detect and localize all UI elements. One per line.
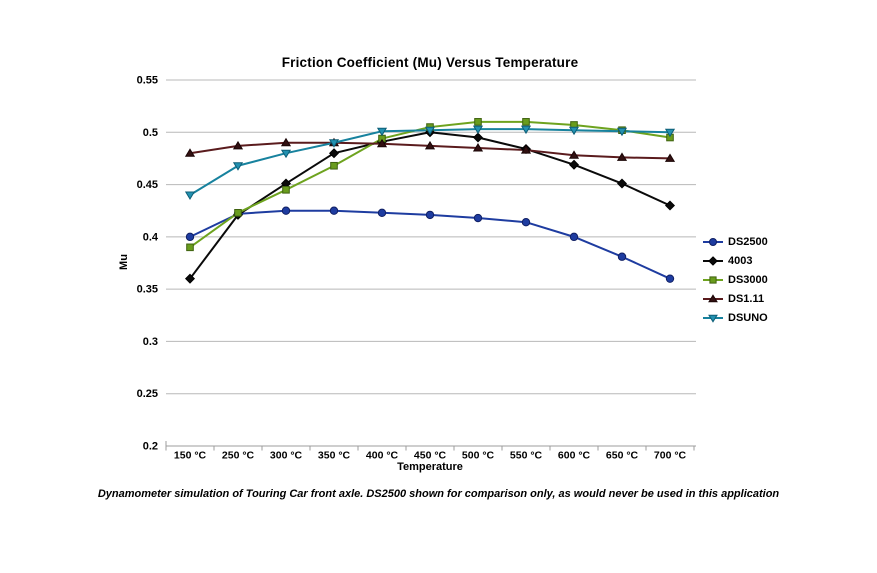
series-line-DSUNO <box>189 128 671 197</box>
marker-DS1.11 <box>472 142 484 152</box>
x-tick-label: 400 °C <box>366 450 399 462</box>
marker-DS1.11 <box>568 150 580 159</box>
chart-caption: Dynamometer simulation of Touring Car fr… <box>97 488 780 500</box>
marker-4003 <box>328 148 340 159</box>
marker-DSUNO <box>376 127 388 137</box>
legend-swatch-circle-icon <box>703 237 723 246</box>
legend-item-DS3000: DS3000 <box>703 270 768 289</box>
marker-DS1.11 <box>232 140 244 150</box>
y-axis-title: Mu <box>118 254 130 270</box>
marker-DSUNO <box>280 149 292 159</box>
marker-DS1.11 <box>520 145 532 154</box>
legend-item-4003: 4003 <box>703 251 768 270</box>
marker-DS2500 <box>569 232 579 242</box>
y-tick-label: 0.45 <box>137 179 158 191</box>
marker-DS2500 <box>185 232 195 242</box>
series-line-4003 <box>189 131 671 280</box>
y-tick-label: 0.2 <box>143 441 158 453</box>
x-tick-label: 450 °C <box>414 450 447 462</box>
chart-title: Friction Coefficient (Mu) Versus Tempera… <box>281 55 579 70</box>
marker-DS3000 <box>234 209 242 217</box>
marker-DS2500 <box>665 274 675 283</box>
marker-DS3000 <box>186 243 194 252</box>
legend-label: DS2500 <box>728 235 768 248</box>
marker-DS1.11 <box>184 148 196 157</box>
marker-DS2500 <box>377 208 387 218</box>
x-tick-label: 550 °C <box>510 450 543 462</box>
marker-DSUNO <box>568 126 580 136</box>
x-tick-label: 300 °C <box>270 450 303 462</box>
legend-item-DSUNO: DSUNO <box>703 308 768 327</box>
marker-DS2500 <box>521 218 531 227</box>
x-axis-title: Temperature <box>397 461 463 473</box>
legend-label: DS3000 <box>728 273 768 286</box>
x-tick-label: 700 °C <box>654 450 687 462</box>
legend-swatch-diamond-icon <box>703 255 723 266</box>
marker-DSUNO <box>232 162 244 171</box>
marker-DSUNO <box>328 139 340 148</box>
marker-DS1.11 <box>616 152 628 161</box>
legend-item-DS1.11: DS1.11 <box>703 289 768 308</box>
marker-DS1.11 <box>424 140 436 150</box>
legend-swatch-triangle-up-icon <box>703 293 723 302</box>
marker-DS1.11 <box>280 137 292 147</box>
marker-DSUNO <box>424 126 436 136</box>
legend-label: 4003 <box>728 254 753 267</box>
marker-DSUNO <box>616 127 628 137</box>
legend-label: DSUNO <box>728 311 768 324</box>
y-tick-label: 0.4 <box>143 231 159 243</box>
y-tick-label: 0.25 <box>137 388 158 400</box>
marker-DSUNO <box>184 191 196 201</box>
legend-swatch-triangle-down-icon <box>703 314 723 323</box>
marker-DS1.11 <box>664 153 676 162</box>
marker-DSUNO <box>472 125 484 135</box>
series-line-DS2500 <box>189 209 671 280</box>
legend-item-DS2500: DS2500 <box>703 232 768 251</box>
x-tick-label: 600 °C <box>558 450 591 462</box>
marker-DS2500 <box>617 252 627 261</box>
y-tick-label: 0.5 <box>143 127 158 139</box>
marker-DS3000 <box>522 118 530 126</box>
marker-DS2500 <box>281 206 291 215</box>
x-tick-label: 350 °C <box>318 450 351 462</box>
y-tick-label: 0.35 <box>137 284 158 296</box>
marker-DSUNO <box>520 125 532 135</box>
x-tick-label: 150 °C <box>174 450 207 462</box>
marker-DS2500 <box>329 206 339 215</box>
marker-DS3000 <box>282 186 290 194</box>
legend-swatch-square-icon <box>703 275 723 284</box>
marker-4003 <box>616 178 628 189</box>
marker-DS2500 <box>473 213 483 223</box>
x-tick-label: 500 °C <box>462 450 495 462</box>
marker-4003 <box>664 200 676 211</box>
marker-DS2500 <box>425 210 435 220</box>
marker-4003 <box>184 273 196 284</box>
marker-DS3000 <box>330 161 338 170</box>
x-tick-label: 250 °C <box>222 450 255 462</box>
marker-DSUNO <box>664 128 676 138</box>
x-tick-label: 650 °C <box>606 450 639 462</box>
y-tick-label: 0.3 <box>143 336 158 348</box>
marker-DS3000 <box>474 118 482 126</box>
marker-4003 <box>568 159 580 170</box>
legend-label: DS1.11 <box>728 292 765 305</box>
y-tick-label: 0.55 <box>137 75 158 87</box>
legend: DS2500 4003 DS3000 DS1.11 DSUNO <box>703 232 768 327</box>
marker-4003 <box>472 132 484 143</box>
marker-DS1.11 <box>376 138 388 148</box>
